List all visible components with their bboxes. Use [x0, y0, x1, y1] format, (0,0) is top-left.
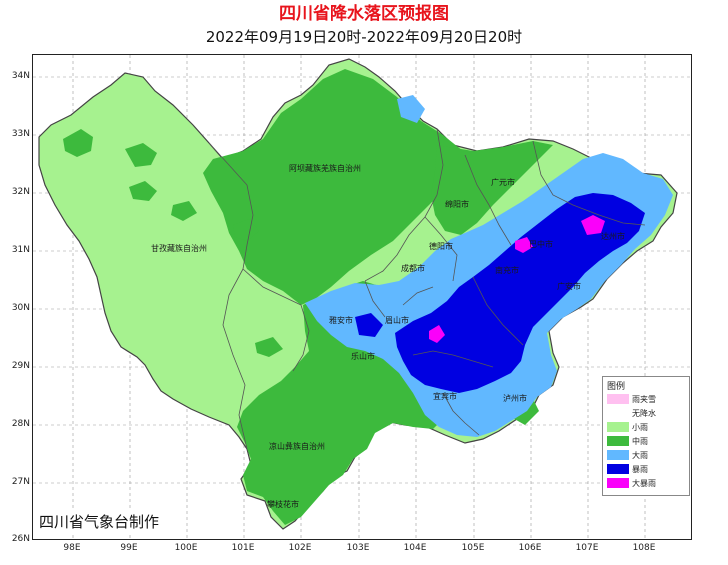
city-label-aba: 阿坝藏族羌族自治州	[289, 163, 361, 173]
lon-label-99e: 99E	[120, 543, 138, 553]
prefecture-boundaries	[208, 128, 646, 450]
city-label-mianyang: 绵阳市	[445, 199, 469, 209]
city-label-panzhihua: 攀枝花市	[267, 499, 299, 509]
city-label-luzhou: 泸州市	[503, 393, 527, 403]
legend-label: 中雨	[632, 436, 648, 446]
city-label-ganzi: 甘孜藏族自治州	[151, 243, 207, 253]
city-label-meishan: 眉山市	[385, 315, 409, 325]
lat-label-30n: 30N	[11, 303, 30, 313]
legend-item-sleet: 雨夹雪	[607, 393, 656, 405]
lon-label-102e: 102E	[288, 543, 312, 553]
legend-swatch	[607, 464, 629, 474]
lon-label-100e: 100E	[174, 543, 198, 553]
lon-label-98e: 98E	[63, 543, 81, 553]
legend-label: 暴雨	[632, 464, 648, 474]
city-label-dazhou: 达州市	[601, 231, 625, 241]
lon-label-108e: 108E	[632, 543, 656, 553]
lon-label-104e: 104E	[403, 543, 427, 553]
legend-swatch	[607, 408, 629, 418]
lat-label-33n: 33N	[11, 129, 30, 139]
lat-label-34n: 34N	[11, 71, 30, 81]
map-legend: 图例 雨夹雪 无降水 小雨 中雨 大雨 暴雨 大暴雨	[602, 376, 690, 496]
city-label-leshan: 乐山市	[351, 351, 375, 361]
legend-item-no-precipitation: 无降水	[607, 407, 656, 419]
torrential-rain-areas	[429, 215, 605, 343]
lat-label-31n: 31N	[11, 245, 30, 255]
lon-label-103e: 103E	[346, 543, 370, 553]
legend-swatch	[607, 394, 629, 404]
lat-label-28n: 28N	[11, 419, 30, 429]
legend-item-light-rain: 小雨	[607, 421, 648, 433]
producer-credit: 四川省气象台制作	[36, 510, 163, 533]
legend-item-moderate-rain: 中雨	[607, 435, 648, 447]
legend-swatch	[607, 422, 629, 432]
lon-label-107e: 107E	[575, 543, 599, 553]
city-label-guangyuan: 广元市	[491, 177, 515, 187]
legend-swatch	[607, 478, 629, 488]
city-label-nanchong: 南充市	[495, 265, 519, 275]
map-title: 四川省降水落区预报图	[279, 4, 449, 24]
map-subtitle: 2022年09月19日20时-2022年09月20日20时	[205, 28, 523, 46]
lat-label-27n: 27N	[11, 477, 30, 487]
legend-label: 小雨	[632, 422, 648, 432]
city-label-deyang: 德阳市	[429, 241, 453, 251]
map-frame[interactable]: 阿坝藏族羌族自治州 甘孜藏族自治州 凉山彝族自治州 广元市 绵阳市 德阳市 成都…	[32, 54, 692, 540]
legend-title: 图例	[607, 382, 626, 392]
rainstorm-areas	[355, 193, 645, 393]
lat-label-26n: 26N	[11, 534, 30, 544]
lat-label-32n: 32N	[11, 187, 30, 197]
legend-swatch	[607, 436, 629, 446]
lon-label-105e: 105E	[461, 543, 485, 553]
lat-label-29n: 29N	[11, 361, 30, 371]
legend-item-heavy-rain: 大雨	[607, 449, 648, 461]
city-label-yibin: 宜宾市	[433, 391, 457, 401]
precipitation-map: 阿坝藏族羌族自治州 甘孜藏族自治州 凉山彝族自治州 广元市 绵阳市 德阳市 成都…	[33, 55, 691, 539]
legend-label: 大雨	[632, 450, 648, 460]
legend-swatch	[607, 450, 629, 460]
lon-label-106e: 106E	[518, 543, 542, 553]
legend-label: 雨夹雪	[632, 394, 656, 404]
city-label-yaan: 雅安市	[329, 315, 353, 325]
legend-item-torrential-rain: 大暴雨	[607, 477, 656, 489]
city-label-guangan: 广安市	[557, 281, 581, 291]
city-label-chengdu: 成都市	[401, 263, 425, 273]
city-label-bazhong: 巴中市	[529, 239, 553, 249]
legend-label: 无降水	[632, 408, 656, 418]
legend-label: 大暴雨	[632, 478, 656, 488]
lon-label-101e: 101E	[231, 543, 255, 553]
city-label-liangshan: 凉山彝族自治州	[269, 441, 325, 451]
legend-item-rainstorm: 暴雨	[607, 463, 648, 475]
